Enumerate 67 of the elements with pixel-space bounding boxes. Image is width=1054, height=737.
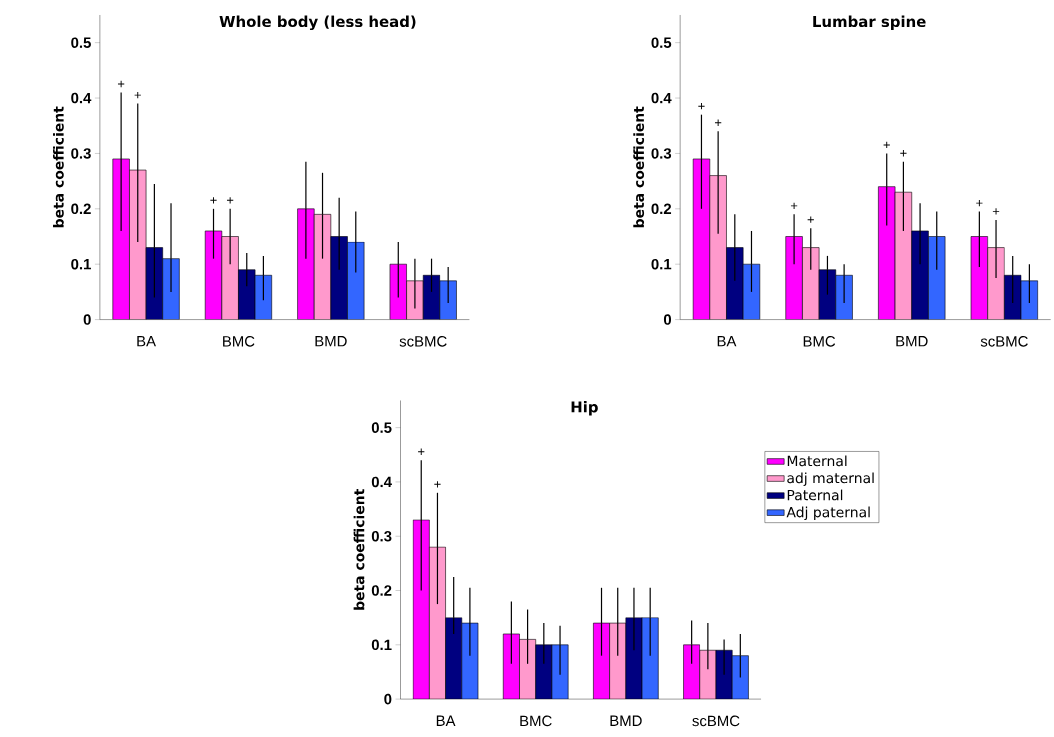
legend-label: Maternal (787, 455, 847, 467)
bar (878, 186, 896, 320)
annotation: + (992, 208, 1000, 215)
x-tick-label: BMD (315, 336, 347, 347)
y-tick-label: 0.3 (71, 148, 91, 159)
x-tick-label: BA (137, 336, 156, 347)
y-tick-label: 0.3 (371, 530, 392, 542)
bar (112, 158, 130, 320)
bar (625, 617, 643, 700)
annotation: + (210, 197, 217, 204)
x-tick-label: BA (436, 715, 456, 726)
y-tick-label: 0.5 (71, 37, 91, 48)
chart-title: Whole body (less head) (219, 15, 416, 31)
annotation: + (434, 481, 441, 488)
annotation: + (698, 102, 705, 110)
bar (911, 230, 929, 320)
chart-title: Hip (571, 400, 598, 416)
bar (785, 236, 803, 320)
annotation: + (134, 91, 141, 99)
bar (297, 208, 315, 320)
y-tick-label: 0 (663, 314, 672, 325)
y-tick-label: 0.1 (71, 258, 91, 270)
y-tick-label: 0.5 (371, 422, 392, 433)
y-tick-label: 0.3 (651, 148, 672, 159)
y-tick-label: 0.4 (371, 476, 392, 488)
y-tick-label: 0.2 (371, 585, 392, 596)
annotation: + (900, 150, 907, 157)
x-tick-label: BA (717, 336, 737, 347)
x-tick-label: scBMC (399, 336, 447, 347)
x-tick-label: BMD (896, 336, 928, 347)
y-tick-label: 0.2 (651, 203, 672, 215)
x-tick-label: scBMC (980, 336, 1028, 347)
y-axis-title: beta coefficient (53, 106, 64, 228)
bar (330, 236, 348, 320)
bar (221, 236, 239, 320)
chart-title: Lumbar spine (813, 15, 926, 30)
x-tick-label: BMC (803, 336, 836, 347)
y-axis-title: beta coefficient (633, 106, 645, 228)
y-tick-label: 0 (384, 693, 392, 705)
annotation: + (790, 202, 798, 209)
x-tick-label: BMC (223, 336, 255, 347)
legend-label: Adj paternal (786, 506, 870, 521)
y-tick-label: 0 (83, 314, 91, 325)
annotation: + (714, 119, 722, 126)
annotation: + (117, 80, 125, 88)
bar (205, 230, 222, 320)
annotation: + (976, 199, 983, 207)
bar (445, 617, 462, 700)
bar (238, 269, 256, 320)
annotation: + (418, 448, 425, 455)
y-tick-label: 0.5 (651, 37, 672, 48)
annotation: + (807, 216, 814, 223)
y-tick-label: 0.1 (371, 639, 392, 651)
y-tick-label: 0.2 (71, 203, 91, 215)
bar (535, 644, 552, 700)
x-tick-label: BMD (610, 715, 642, 726)
y-axis-title: beta coefficient (353, 488, 365, 610)
y-tick-label: 0.1 (651, 258, 672, 270)
y-tick-label: 0.4 (651, 92, 672, 104)
legend-label: Paternal (787, 489, 843, 501)
annotation: + (226, 197, 234, 204)
annotation: + (883, 141, 890, 149)
x-tick-label: scBMC (692, 715, 740, 727)
x-tick-label: BMC (520, 715, 552, 727)
bar (693, 158, 710, 320)
legend-label: adj maternal (787, 472, 874, 486)
y-tick-label: 0.4 (71, 92, 92, 104)
